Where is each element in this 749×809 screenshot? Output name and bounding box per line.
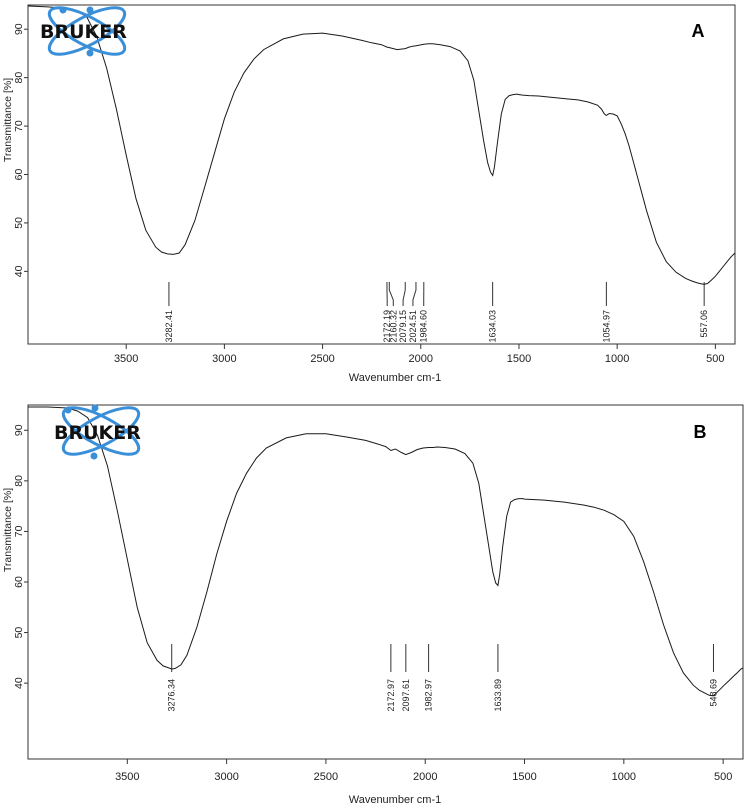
atom-orbit-icon bbox=[61, 404, 141, 460]
y-tick-label: 60 bbox=[13, 576, 25, 588]
peak-marker bbox=[388, 282, 394, 306]
bruker-logo: BRUKER bbox=[40, 6, 127, 57]
peak-label: 2172.19 bbox=[382, 310, 392, 343]
y-axis-title: Transmittance [%] bbox=[2, 488, 14, 572]
peak-label: 1634.03 bbox=[488, 310, 498, 343]
peak-label: 2097.61 bbox=[401, 679, 411, 712]
y-tick-label: 50 bbox=[13, 627, 25, 639]
peak-label: 3276.34 bbox=[167, 679, 177, 712]
spectrum-line bbox=[28, 406, 744, 697]
y-tick-label: 50 bbox=[13, 217, 25, 229]
peak-label: 2172.97 bbox=[386, 679, 396, 712]
peak-label: 1633.89 bbox=[493, 679, 503, 712]
peak-label: 2160.32 bbox=[388, 310, 398, 343]
spectrum-panel-a: 40 50 60 70 80 90 3500 3000 2500 2000 1500 1000 500… bbox=[2, 4, 736, 384]
peak-label: 1054.97 bbox=[601, 310, 611, 343]
svg-text:BRUKER: BRUKER bbox=[40, 21, 127, 43]
x-tick-label: 3000 bbox=[212, 353, 236, 365]
x-tick-label: 2500 bbox=[310, 353, 334, 365]
x-tick-label: 1000 bbox=[605, 353, 629, 365]
peak-label: 1982.97 bbox=[424, 679, 434, 712]
x-tick-label: 1000 bbox=[612, 771, 636, 783]
spectrum-panel-b: 40 50 60 70 80 90 3500 3000 2500 2000 1500 1000 500… bbox=[2, 404, 744, 806]
x-tick-label: 3000 bbox=[214, 771, 238, 783]
atom-orbit-icon bbox=[47, 6, 127, 57]
x-tick-label: 2000 bbox=[413, 771, 437, 783]
x-tick-label: 1500 bbox=[512, 771, 536, 783]
x-tick-label: 500 bbox=[714, 771, 732, 783]
svg-text:BRUKER: BRUKER bbox=[54, 422, 141, 444]
panel-label: B bbox=[694, 422, 707, 442]
peak-label: 557.06 bbox=[699, 310, 709, 338]
x-axis-ticks: 3500 3000 2500 2000 1500 1000 500 bbox=[114, 344, 725, 365]
y-tick-label: 70 bbox=[13, 120, 25, 132]
x-tick-label: 3500 bbox=[114, 353, 138, 365]
y-tick-label: 70 bbox=[13, 525, 25, 537]
x-tick-label: 2000 bbox=[409, 353, 433, 365]
y-tick-label: 40 bbox=[13, 265, 25, 277]
bruker-logo: BRUKER bbox=[54, 404, 141, 460]
y-axis-title: Transmittance [%] bbox=[2, 78, 14, 162]
y-tick-label: 90 bbox=[13, 23, 25, 35]
y-tick-label: 60 bbox=[13, 169, 25, 181]
y-tick-label: 40 bbox=[13, 677, 25, 689]
peak-label: 1984.60 bbox=[419, 310, 429, 343]
y-tick-label: 80 bbox=[13, 72, 25, 84]
peak-marker bbox=[402, 282, 406, 306]
x-axis-title: Wavenumber cm-1 bbox=[349, 372, 442, 384]
spectrum-line bbox=[27, 5, 736, 285]
peak-marker bbox=[412, 282, 417, 306]
panel-label: A bbox=[692, 21, 705, 41]
x-axis-ticks: 3500 3000 2500 2000 1500 1000 500 bbox=[115, 759, 732, 783]
x-tick-label: 2500 bbox=[314, 771, 338, 783]
y-tick-label: 80 bbox=[13, 475, 25, 487]
peak-label: 2024.51 bbox=[408, 310, 418, 343]
y-axis-ticks: 40 50 60 70 80 90 bbox=[13, 23, 28, 277]
x-tick-label: 1500 bbox=[507, 353, 531, 365]
x-axis-title: Wavenumber cm-1 bbox=[349, 794, 442, 806]
x-tick-label: 500 bbox=[706, 353, 724, 365]
x-tick-label: 3500 bbox=[115, 771, 139, 783]
y-tick-label: 90 bbox=[13, 424, 25, 436]
peak-label: 2079.15 bbox=[398, 310, 408, 343]
peak-markers: 3276.34 2172.97 2097.61 1982.97 1633.89 548.6… bbox=[167, 644, 718, 712]
y-axis-ticks: 40 50 60 70 80 90 bbox=[13, 424, 28, 689]
peak-label: 3282.41 bbox=[164, 310, 174, 343]
peak-label: 548.69 bbox=[708, 679, 718, 707]
